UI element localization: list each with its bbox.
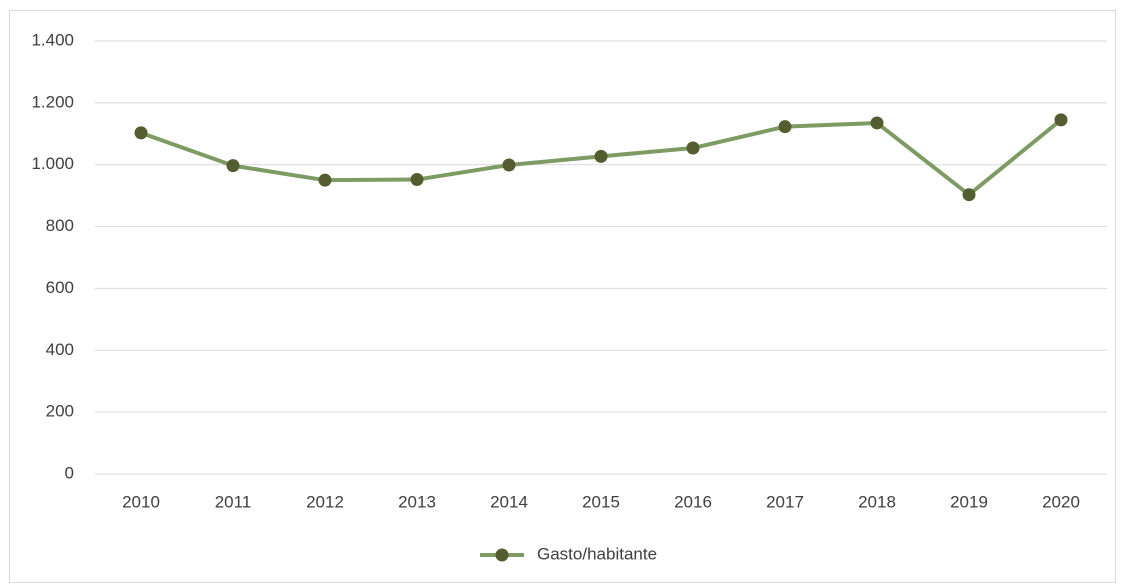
x-tick-label: 2013 (398, 492, 436, 511)
y-tick-label: 1.000 (31, 154, 74, 173)
y-tick-label: 0 (65, 463, 74, 482)
x-tick-label: 2018 (858, 492, 896, 511)
x-tick-label: 2015 (582, 492, 620, 511)
point-marker (870, 116, 884, 130)
point-marker (502, 158, 516, 172)
y-tick-label: 1.200 (31, 92, 74, 111)
point-marker (594, 149, 608, 163)
point-marker (318, 173, 332, 187)
point-marker (410, 173, 424, 187)
x-tick-label: 2010 (122, 492, 160, 511)
x-tick-label: 2019 (950, 492, 988, 511)
y-tick-label: 1.400 (31, 30, 74, 49)
legend-label: Gasto/habitante (537, 544, 657, 563)
x-tick-label: 2012 (306, 492, 344, 511)
point-marker (226, 159, 240, 173)
y-tick-label: 600 (46, 278, 74, 297)
point-marker (1054, 113, 1068, 127)
point-marker (962, 188, 976, 202)
x-tick-label: 2017 (766, 492, 804, 511)
x-tick-label: 2014 (490, 492, 528, 511)
y-tick-label: 800 (46, 216, 74, 235)
y-tick-label: 400 (46, 340, 74, 359)
x-tick-label: 2011 (215, 492, 252, 511)
legend-marker (495, 548, 509, 562)
point-marker (134, 126, 148, 140)
x-tick-label: 2020 (1042, 492, 1080, 511)
y-tick-label: 200 (46, 402, 74, 421)
point-marker (686, 141, 700, 155)
x-tick-label: 2016 (674, 492, 712, 511)
chart-border (9, 10, 1116, 583)
point-marker (778, 120, 792, 134)
